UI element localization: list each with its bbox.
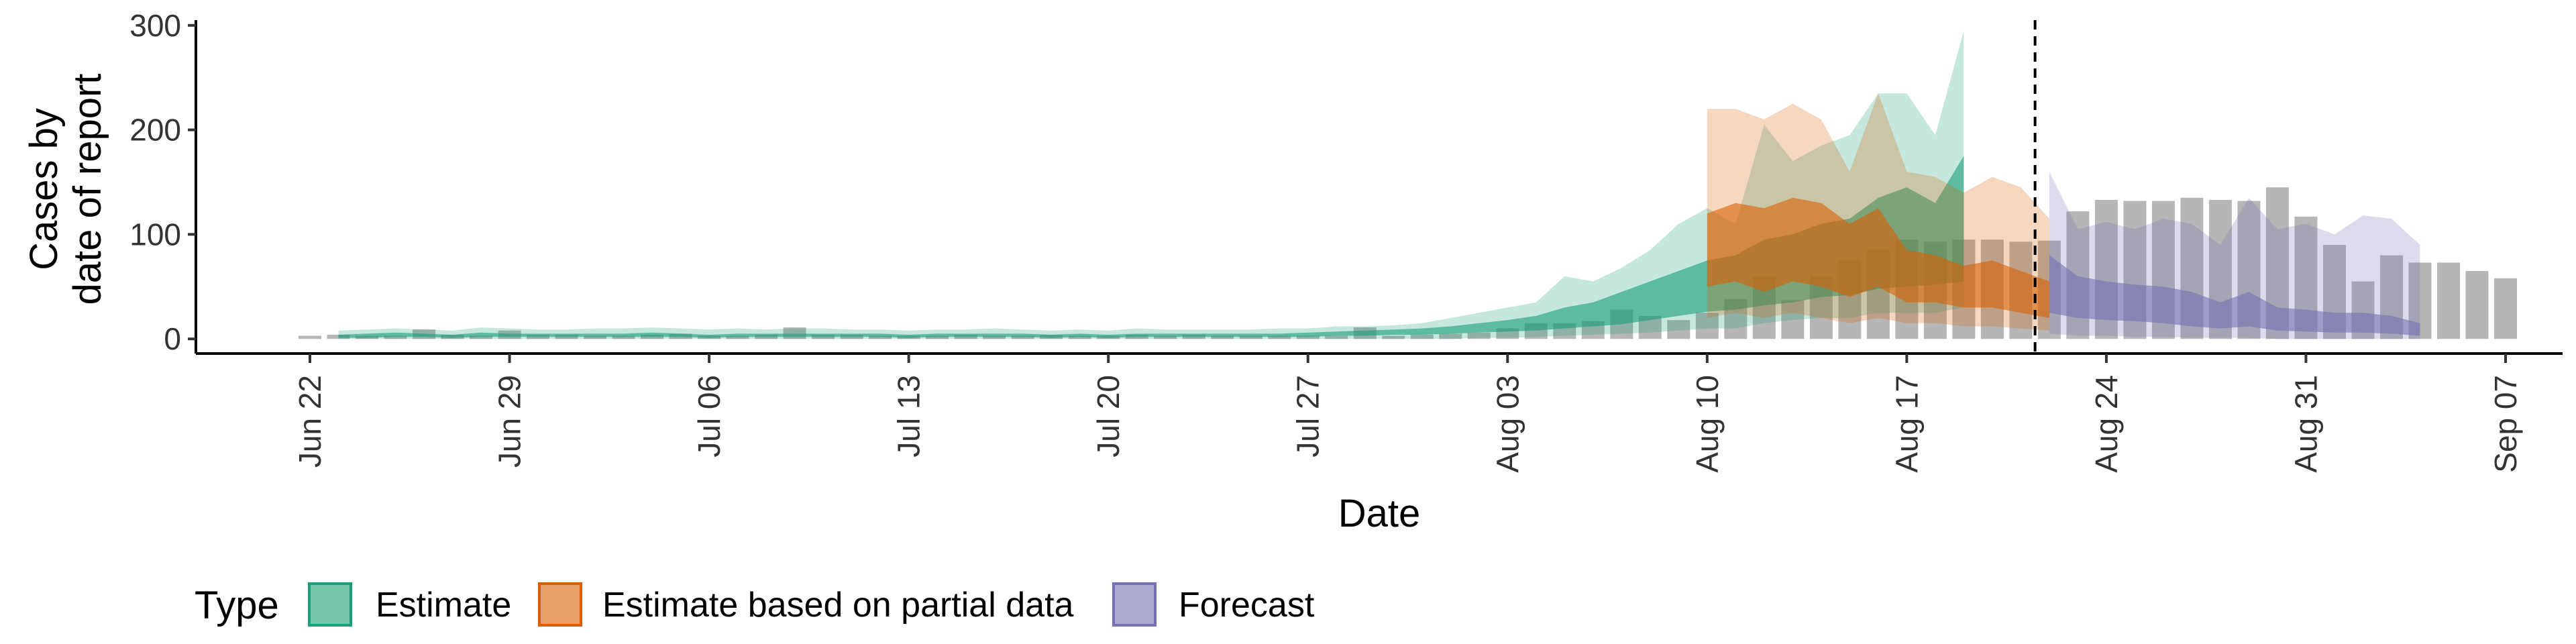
report-bar [1439,333,1462,339]
report-bar [1695,313,1719,339]
axes [195,20,2563,355]
report-bar [1211,335,1234,339]
x-axis-title: Date [1338,492,1421,535]
x-tick-label: Aug 17 [1889,375,1924,473]
legend-swatch-partial [538,582,582,627]
y-tick-label: 100 [129,217,181,252]
report-bar [1154,335,1177,339]
report-bar [1011,335,1034,339]
legend-title: Type [195,584,279,627]
legend-swatch-forecast [1112,582,1157,627]
report-bar [384,335,407,339]
x-tick-label: Jul 20 [1091,375,1126,458]
x-tick-label: Aug 03 [1490,375,1525,473]
x-tick-label: Sep 07 [2488,375,2523,473]
report-bar [1296,335,1320,339]
estimate-outer-band [338,30,1964,339]
report-bar [726,335,749,339]
report-bar [1268,335,1291,339]
report-bar [1382,335,1405,339]
estimate-based-on-partial-data-inner-band [1707,197,2049,318]
y-tick-label: 300 [129,8,181,43]
x-tick-label: Jul 13 [892,375,926,458]
legend: Type Estimate Estimate based on partial … [195,582,1315,627]
ribbons-layer [338,30,2420,339]
x-ticks: Jun 22 Jun 29 Jul 06 Jul 13 Jul 20 Jul 27 Aug … [292,354,2523,473]
report-bar [1467,332,1491,339]
report-bar [983,335,1006,339]
report-bar [1325,335,1348,339]
report-bar [1667,320,1690,339]
y-axis-title-line1: Cases by [22,108,66,270]
x-tick-label: Aug 31 [2288,375,2323,473]
report-bar [1781,300,1805,339]
y-tick-label: 0 [164,321,181,356]
report-bar [584,335,607,339]
report-bar [1239,335,1263,339]
x-tick-label: Jul 06 [692,375,727,458]
legend-swatch-estimate [308,582,352,627]
x-tick-label: Aug 24 [2089,375,2124,473]
report-bar [470,335,493,339]
report-bar [1410,334,1434,339]
report-bar [2436,262,2460,339]
report-bar [2465,270,2489,339]
legend-label-forecast: Forecast [1179,586,1315,625]
report-bar [869,335,892,339]
y-ticks: 0 100 200 300 [129,8,196,356]
legend-label-estimate: Estimate [376,586,511,625]
report-bar [299,335,322,339]
x-tick-label: Jun 29 [492,375,527,468]
report-bar [926,335,949,339]
y-tick-label: 200 [129,113,181,148]
report-bar [2493,278,2517,339]
legend-label-partial: Estimate based on partial data [602,586,1074,625]
x-tick-label: Jun 22 [292,375,327,468]
forecast-inner-band [2049,255,2420,336]
x-tick-label: Jul 27 [1291,375,1326,458]
x-tick-label: Aug 10 [1690,375,1725,473]
report-bar [612,335,635,339]
y-axis-title-line2: date of report [66,74,109,305]
report-bar [1068,335,1091,339]
